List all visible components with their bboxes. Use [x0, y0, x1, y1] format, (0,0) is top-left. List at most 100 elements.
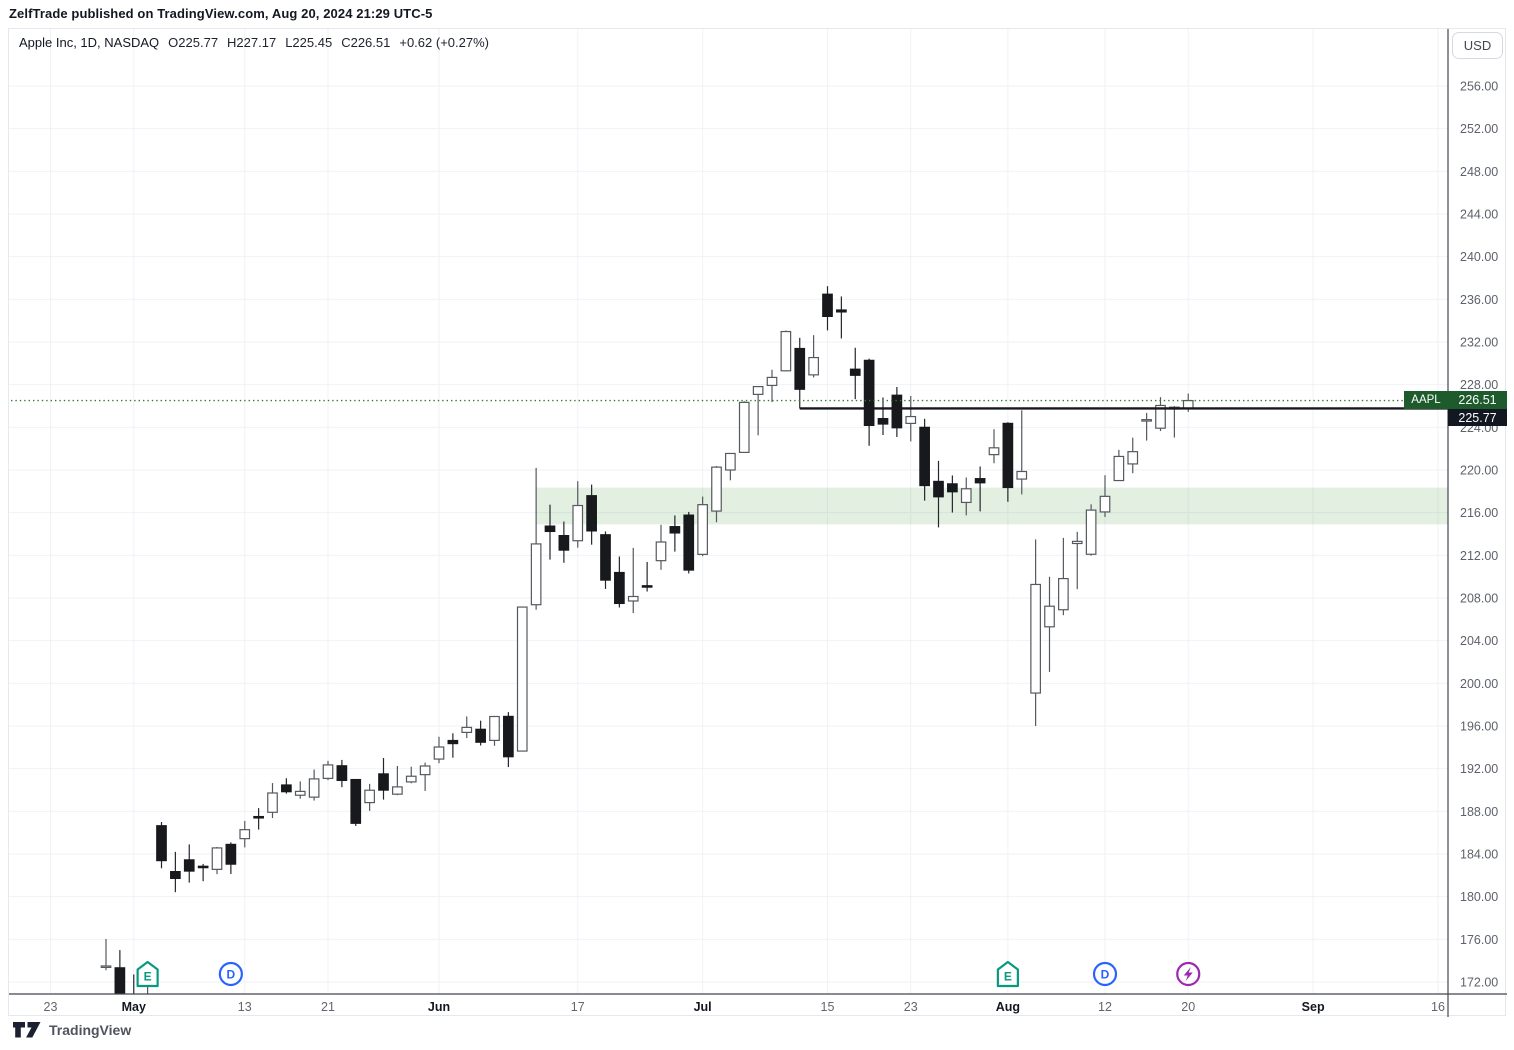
candle	[1071, 531, 1083, 590]
candle	[447, 733, 459, 758]
price-tick-label: 220.00	[1460, 464, 1498, 478]
price-tick-label: 244.00	[1460, 208, 1498, 222]
dividend-icon[interactable]: D	[1092, 961, 1118, 987]
price-tick-label: 184.00	[1460, 848, 1498, 862]
candle	[836, 296, 847, 339]
price-tick-label: 176.00	[1460, 933, 1498, 947]
price-tick-label: 200.00	[1460, 677, 1498, 691]
currency-button[interactable]: USD	[1452, 32, 1503, 59]
candle	[100, 939, 112, 971]
svg-text:D: D	[227, 968, 236, 982]
price-tick-label: 248.00	[1460, 165, 1498, 179]
candle	[461, 716, 473, 739]
price-tick-label: 172.00	[1460, 976, 1498, 990]
candle	[1030, 539, 1041, 726]
candle	[780, 330, 792, 372]
price-tick-label: 216.00	[1460, 506, 1498, 520]
candle	[794, 337, 806, 409]
candle	[988, 429, 1000, 464]
candle	[933, 460, 944, 528]
candle	[294, 781, 306, 799]
price-tick-label: 228.00	[1460, 378, 1498, 392]
ohlc-h: H227.17	[227, 35, 277, 50]
candle	[1113, 449, 1125, 482]
candle	[1141, 412, 1152, 441]
candle	[156, 822, 167, 869]
candle	[891, 387, 903, 438]
price-tick-label: 236.00	[1460, 293, 1498, 307]
candle	[516, 606, 528, 752]
candle	[1169, 406, 1180, 438]
chart-pane[interactable]: 256.00 252.00 248.00 244.00 240.00 236.00 232.…	[9, 29, 1507, 1017]
candle	[919, 418, 930, 501]
time-tick-label: May	[122, 1000, 146, 1014]
grid	[9, 29, 1448, 994]
candle	[586, 484, 597, 545]
time-tick-label: 15	[821, 1000, 835, 1014]
candle	[614, 556, 625, 608]
tradingview-attribution[interactable]: TradingView	[12, 1021, 131, 1039]
time-tick-label: 23	[904, 1000, 918, 1014]
earnings-icon[interactable]: E	[996, 960, 1019, 988]
candle	[322, 760, 334, 781]
tradingview-logo-text: TradingView	[49, 1022, 132, 1038]
candle	[1016, 410, 1028, 495]
candle	[211, 846, 223, 875]
dividend-icon[interactable]: D	[218, 961, 243, 987]
candle	[336, 759, 348, 788]
candle	[641, 561, 653, 592]
time-tick-label: Jul	[694, 1000, 712, 1014]
candle	[364, 783, 375, 811]
price-tick-label: 188.00	[1460, 805, 1498, 819]
candle	[267, 783, 278, 819]
current-price-axis-label: 226.51	[1448, 391, 1507, 409]
time-tick-label: Aug	[996, 1000, 1020, 1014]
candle	[419, 762, 431, 791]
ohlc-values: O225.77 H227.17 L225.45 C226.51 +0.62 (+0.27…	[168, 35, 489, 50]
ohlc-l: L225.45	[285, 35, 333, 50]
candle	[738, 401, 750, 453]
candle	[711, 465, 722, 523]
demand-zone-drawing[interactable]	[536, 487, 1448, 525]
candle	[503, 712, 514, 768]
time-tick-label: 12	[1098, 1000, 1112, 1014]
candle	[281, 778, 292, 794]
candle	[725, 452, 736, 481]
price-tick-label: 232.00	[1460, 336, 1498, 350]
price-tick-label: 212.00	[1460, 549, 1498, 563]
tradingview-logo-icon	[13, 1022, 41, 1038]
time-tick-label: 23	[44, 1000, 58, 1014]
symbol-title[interactable]: Apple Inc, 1D, NASDAQ	[19, 35, 160, 50]
candle	[392, 766, 403, 796]
time-tick-label: 17	[571, 1000, 585, 1014]
candle	[1155, 397, 1166, 432]
publish-caption: ZelfTrade published on TradingView.com, …	[9, 6, 433, 21]
candle	[655, 524, 667, 570]
candle	[308, 769, 320, 801]
candle	[183, 844, 195, 883]
candle	[1085, 504, 1097, 556]
svg-text:D: D	[1101, 968, 1110, 982]
candle	[378, 758, 389, 800]
alert-icon[interactable]	[1176, 961, 1201, 987]
chart-widget: 256.00 252.00 248.00 244.00 240.00 236.00 232.…	[8, 28, 1507, 1017]
candle	[669, 515, 681, 552]
candle	[544, 504, 556, 560]
candle	[627, 547, 639, 614]
svg-text:E: E	[144, 970, 152, 984]
price-tick-label: 196.00	[1460, 720, 1498, 734]
candle	[600, 531, 611, 589]
svg-text:E: E	[1004, 970, 1012, 984]
candle	[947, 475, 958, 513]
ohlc-o: O225.77	[168, 35, 219, 50]
candle	[905, 395, 917, 442]
time-tick-label: 16	[1431, 1000, 1445, 1014]
earnings-icon[interactable]: E	[136, 960, 159, 988]
candle	[170, 851, 181, 893]
ohlc-c: C226.51	[341, 35, 391, 50]
candle	[766, 369, 778, 403]
candle	[572, 481, 584, 548]
candle	[960, 477, 972, 516]
candle	[433, 736, 445, 764]
candle	[683, 511, 695, 574]
